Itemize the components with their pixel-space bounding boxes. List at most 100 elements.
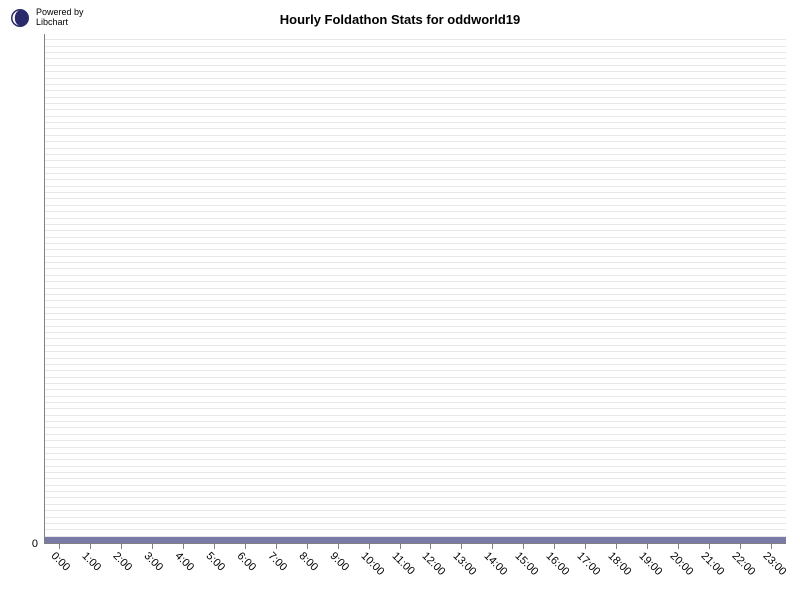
x-tick — [678, 544, 679, 549]
grid-line — [45, 536, 786, 537]
grid-line — [45, 90, 786, 91]
grid-line — [45, 109, 786, 110]
x-tick-label: 9:00 — [327, 550, 351, 574]
x-tick — [430, 544, 431, 549]
grid-line — [45, 281, 786, 282]
x-tick-label: 17:00 — [575, 550, 603, 578]
grid-line — [45, 179, 786, 180]
grid-line — [45, 211, 786, 212]
x-tick-label: 22:00 — [729, 550, 757, 578]
grid-line — [45, 408, 786, 409]
grid-line — [45, 447, 786, 448]
grid-line — [45, 262, 786, 263]
grid-line — [45, 97, 786, 98]
chart-area: 0 — [44, 34, 786, 544]
grid-line — [45, 517, 786, 518]
x-axis: 0:001:002:003:004:005:006:007:008:009:00… — [44, 544, 786, 600]
grid-line — [45, 186, 786, 187]
grid-line — [45, 338, 786, 339]
x-tick — [461, 544, 462, 549]
grid-line — [45, 307, 786, 308]
grid-line — [45, 358, 786, 359]
grid-line — [45, 148, 786, 149]
grid-line — [45, 141, 786, 142]
x-tick — [276, 544, 277, 549]
x-tick — [183, 544, 184, 549]
grid-line — [45, 345, 786, 346]
x-tick — [152, 544, 153, 549]
grid-line — [45, 402, 786, 403]
grid-line — [45, 485, 786, 486]
grid-line — [45, 275, 786, 276]
grid-line — [45, 65, 786, 66]
x-tick — [709, 544, 710, 549]
grid-line — [45, 510, 786, 511]
grid-line — [45, 288, 786, 289]
x-tick-label: 20:00 — [667, 550, 695, 578]
grid-line — [45, 396, 786, 397]
x-tick-label: 11:00 — [389, 550, 416, 577]
grid-line — [45, 364, 786, 365]
grid-line — [45, 58, 786, 59]
grid-line — [45, 205, 786, 206]
grid-line — [45, 71, 786, 72]
x-tick-label: 18:00 — [605, 550, 633, 578]
grid-line — [45, 466, 786, 467]
x-tick — [369, 544, 370, 549]
x-tick-label: 10:00 — [358, 550, 386, 578]
x-tick — [771, 544, 772, 549]
x-tick — [338, 544, 339, 549]
grid-line — [45, 453, 786, 454]
x-tick — [90, 544, 91, 549]
x-tick-label: 1:00 — [80, 550, 104, 574]
x-tick-label: 6:00 — [234, 550, 258, 574]
grid-line — [45, 39, 786, 40]
grid-line — [45, 256, 786, 257]
grid-line — [45, 377, 786, 378]
grid-line — [45, 427, 786, 428]
grid-line — [45, 135, 786, 136]
grid-line — [45, 218, 786, 219]
grid-line — [45, 523, 786, 524]
x-tick-label: 8:00 — [296, 550, 320, 574]
grid-line — [45, 383, 786, 384]
grid-line — [45, 440, 786, 441]
grid-line — [45, 389, 786, 390]
x-tick-label: 12:00 — [420, 550, 448, 578]
grid-line — [45, 319, 786, 320]
x-tick — [554, 544, 555, 549]
x-tick — [307, 544, 308, 549]
x-tick-label: 14:00 — [482, 550, 510, 578]
x-tick — [523, 544, 524, 549]
grid-line — [45, 173, 786, 174]
x-tick — [647, 544, 648, 549]
bar-baseline — [45, 537, 786, 543]
x-tick — [59, 544, 60, 549]
grid-line — [45, 128, 786, 129]
grid-line — [45, 160, 786, 161]
grid-line — [45, 237, 786, 238]
grid-line — [45, 154, 786, 155]
grid-line — [45, 421, 786, 422]
x-tick-label: 19:00 — [636, 550, 664, 578]
grid-line — [45, 491, 786, 492]
grid-line — [45, 332, 786, 333]
grid-line — [45, 224, 786, 225]
x-tick-label: 2:00 — [111, 550, 135, 574]
x-tick-label: 7:00 — [265, 550, 289, 574]
grid-line — [45, 294, 786, 295]
grid-line — [45, 313, 786, 314]
plot-area — [44, 34, 786, 544]
x-tick — [121, 544, 122, 549]
x-tick — [400, 544, 401, 549]
grid-line — [45, 434, 786, 435]
grid-line — [45, 326, 786, 327]
grid-line — [45, 370, 786, 371]
x-tick-label: 15:00 — [513, 550, 541, 578]
grid-line — [45, 103, 786, 104]
grid-line — [45, 268, 786, 269]
grid-line — [45, 459, 786, 460]
grid-line — [45, 167, 786, 168]
x-tick — [492, 544, 493, 549]
x-tick-label: 16:00 — [544, 550, 572, 578]
